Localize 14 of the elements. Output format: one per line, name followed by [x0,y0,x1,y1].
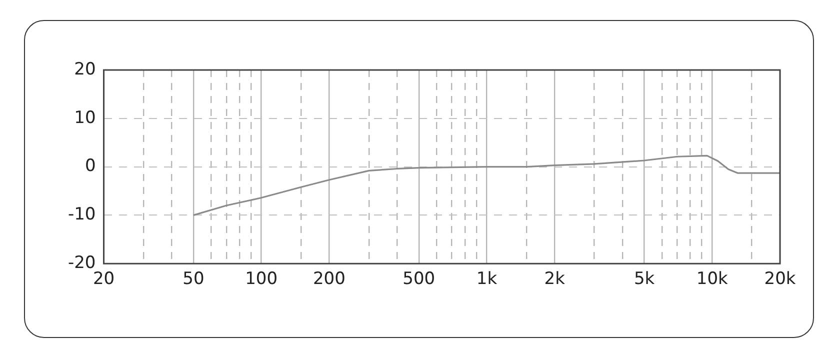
y-tick-label: 0 [84,156,96,176]
x-tick-label: 50 [182,269,204,290]
x-tick-label: 100 [245,269,278,290]
x-tick-label: 1k [476,269,498,290]
y-tick-label: 10 [74,108,96,128]
x-tick-label: 5k [634,269,655,290]
y-tick-label: -10 [68,204,96,225]
y-tick-label: 20 [74,59,96,80]
x-tick-label: 20 [92,269,115,290]
x-tick-label: 500 [402,269,436,290]
x-tick-label: 2k [544,269,566,290]
x-tick-label: 20k [764,269,796,290]
x-tick-label: 10k [696,269,728,290]
x-tick-label: 200 [312,269,346,290]
